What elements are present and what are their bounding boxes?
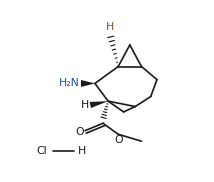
Text: H: H bbox=[106, 22, 114, 32]
Polygon shape bbox=[81, 80, 95, 87]
Text: O: O bbox=[114, 135, 122, 145]
Text: H: H bbox=[78, 146, 86, 156]
Text: Cl: Cl bbox=[36, 146, 47, 156]
Polygon shape bbox=[90, 101, 108, 108]
Text: O: O bbox=[76, 127, 84, 137]
Text: H₂N: H₂N bbox=[59, 78, 80, 88]
Text: H: H bbox=[81, 100, 89, 110]
